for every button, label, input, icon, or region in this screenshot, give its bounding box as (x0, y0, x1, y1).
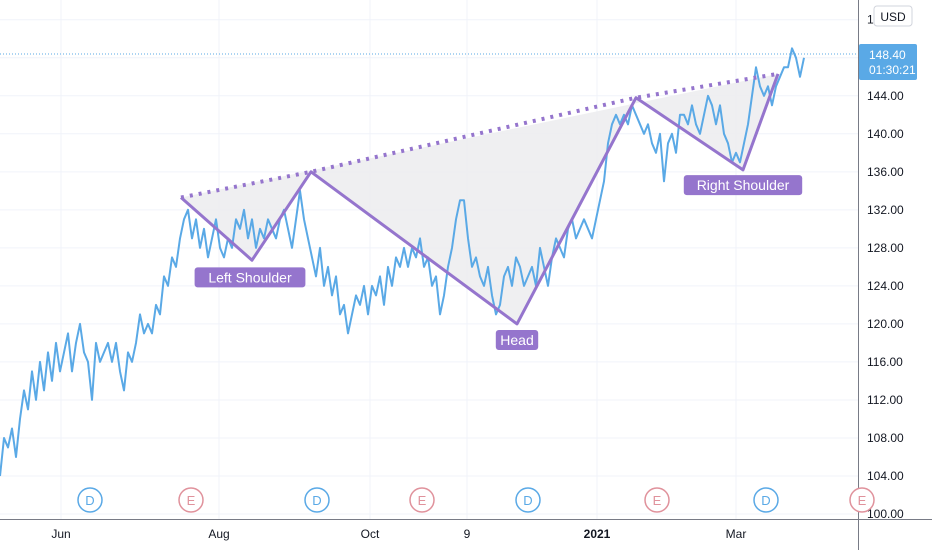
y-tick-label: 104.00 (867, 469, 904, 483)
y-tick-label: 132.00 (867, 203, 904, 217)
event-marker-label: E (653, 493, 662, 508)
pattern-zigzag-line (180, 73, 780, 326)
dividend-marker[interactable]: D (77, 487, 103, 513)
x-tick-label: 9 (464, 527, 471, 541)
earnings-marker[interactable]: E (409, 487, 435, 513)
last-price-value: 148.40 (869, 48, 906, 62)
event-marker-circle (178, 487, 204, 513)
pattern-label: Head (495, 330, 539, 351)
currency-badge-text: USD (880, 10, 906, 24)
event-marker-label: E (858, 493, 867, 508)
earnings-marker[interactable]: E (849, 487, 875, 513)
dividend-marker[interactable]: D (515, 487, 541, 513)
currency-badge-bg (873, 5, 913, 27)
earnings-marker[interactable]: E (178, 487, 204, 513)
pattern-label: Left Shoulder (194, 267, 306, 288)
pattern-label-bg (683, 175, 803, 196)
pattern-fill (181, 73, 778, 324)
event-marker-label: D (312, 493, 321, 508)
pattern-label-text: Right Shoulder (697, 177, 790, 193)
price-series-line (0, 47, 805, 477)
event-marker-circle (409, 487, 435, 513)
event-marker-label: D (761, 493, 770, 508)
neckline-dotted (180, 71, 779, 200)
event-marker-circle (304, 487, 330, 513)
y-tick-label: 112.00 (867, 393, 903, 407)
event-marker-circle (753, 487, 779, 513)
event-marker-circle (644, 487, 670, 513)
y-tick-label: 136.00 (867, 165, 904, 179)
event-marker-label: E (187, 493, 196, 508)
x-tick-label: Jun (51, 527, 70, 541)
last-price-badge-bg (859, 43, 917, 80)
y-tick-label: 140.00 (867, 127, 904, 141)
y-tick-label: 116.00 (867, 355, 903, 369)
pattern-label-text: Head (500, 332, 533, 348)
y-tick-label: 128.00 (867, 241, 904, 255)
y-tick-label: 144.00 (867, 89, 904, 103)
earnings-marker[interactable]: E (644, 487, 670, 513)
event-marker-label: D (85, 493, 94, 508)
dividend-marker[interactable]: D (304, 487, 330, 513)
event-marker-circle (515, 487, 541, 513)
currency-badge[interactable]: USD (873, 5, 913, 27)
event-marker-circle (77, 487, 103, 513)
y-tick-label: 120.00 (867, 317, 904, 331)
pattern-label-text: Left Shoulder (208, 269, 292, 285)
x-tick-label: 2021 (584, 527, 611, 541)
y-tick-label: 124.00 (867, 279, 904, 293)
y-tick-label: 108.00 (867, 431, 904, 445)
event-marker-label: E (418, 493, 427, 508)
event-marker-circle (849, 487, 875, 513)
x-tick-label: Oct (361, 527, 380, 541)
pattern-label: Right Shoulder (683, 175, 803, 196)
x-tick-label: Aug (208, 527, 229, 541)
pattern-label-bg (495, 330, 539, 351)
y-tick-label: 100.00 (867, 507, 904, 521)
event-marker-label: D (523, 493, 532, 508)
x-tick-label: Mar (726, 527, 747, 541)
pattern-label-bg (194, 267, 306, 288)
dividend-marker[interactable]: D (753, 487, 779, 513)
price-countdown: 01:30:21 (869, 63, 916, 77)
